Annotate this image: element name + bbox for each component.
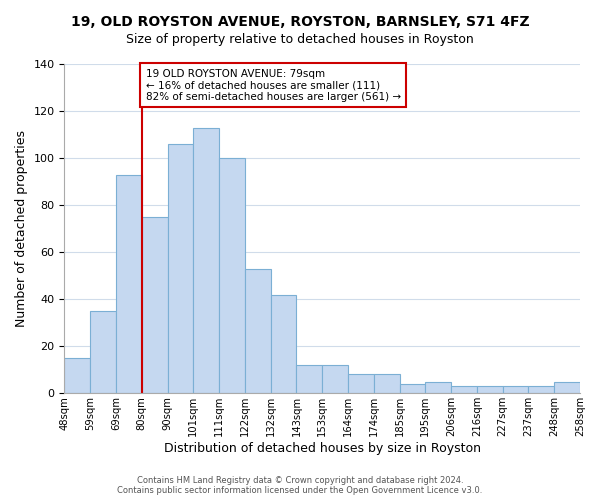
- Bar: [219, 158, 245, 394]
- Bar: [193, 128, 219, 394]
- Bar: [322, 365, 348, 394]
- Text: 19, OLD ROYSTON AVENUE, ROYSTON, BARNSLEY, S71 4FZ: 19, OLD ROYSTON AVENUE, ROYSTON, BARNSLE…: [71, 15, 529, 29]
- X-axis label: Distribution of detached houses by size in Royston: Distribution of detached houses by size …: [164, 442, 481, 455]
- Bar: [348, 374, 374, 394]
- Text: 19 OLD ROYSTON AVENUE: 79sqm
← 16% of detached houses are smaller (111)
82% of s: 19 OLD ROYSTON AVENUE: 79sqm ← 16% of de…: [146, 68, 401, 102]
- Text: Size of property relative to detached houses in Royston: Size of property relative to detached ho…: [126, 32, 474, 46]
- Bar: [116, 174, 142, 394]
- Bar: [64, 358, 90, 394]
- Bar: [167, 144, 193, 394]
- Bar: [554, 382, 580, 394]
- Bar: [374, 374, 400, 394]
- Bar: [503, 386, 529, 394]
- Bar: [271, 294, 296, 394]
- Text: Contains HM Land Registry data © Crown copyright and database right 2024.
Contai: Contains HM Land Registry data © Crown c…: [118, 476, 482, 495]
- Bar: [477, 386, 503, 394]
- Bar: [400, 384, 425, 394]
- Bar: [245, 268, 271, 394]
- Y-axis label: Number of detached properties: Number of detached properties: [15, 130, 28, 327]
- Bar: [142, 217, 167, 394]
- Bar: [451, 386, 477, 394]
- Bar: [296, 365, 322, 394]
- Bar: [529, 386, 554, 394]
- Bar: [425, 382, 451, 394]
- Bar: [90, 311, 116, 394]
